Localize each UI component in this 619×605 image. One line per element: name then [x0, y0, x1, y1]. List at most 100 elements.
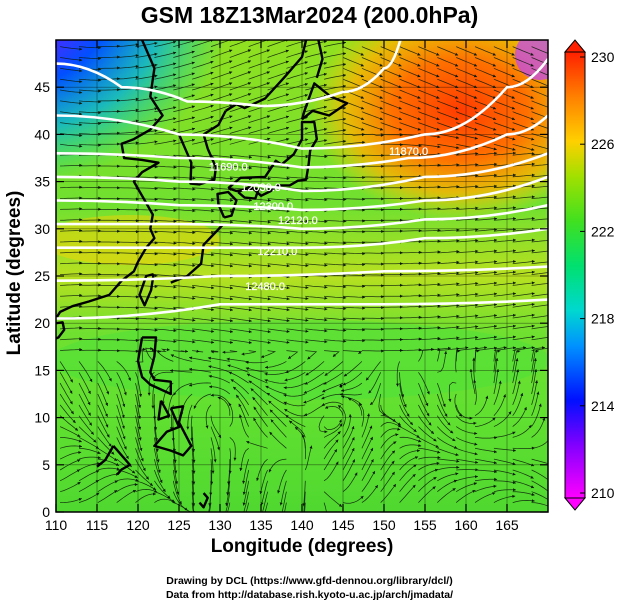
streamline	[324, 74, 347, 80]
streamline	[210, 71, 233, 80]
streamline	[286, 61, 308, 69]
streamline-arrowhead	[531, 303, 535, 306]
streamline	[380, 89, 402, 99]
streamline	[358, 402, 365, 427]
streamline-arrowhead	[531, 147, 535, 151]
streamline-arrowhead	[536, 391, 540, 395]
streamline	[437, 272, 460, 275]
streamline-arrowhead	[105, 424, 109, 428]
streamline	[209, 502, 212, 512]
streamline	[303, 393, 325, 404]
streamline	[210, 104, 233, 113]
streamline	[418, 305, 441, 308]
streamline-arrowhead	[531, 173, 535, 177]
streamline	[437, 283, 460, 286]
streamline	[191, 50, 214, 58]
streamline	[399, 444, 422, 449]
streamline-arrowhead	[494, 260, 498, 264]
streamline-arrowhead	[77, 482, 81, 485]
streamline-arrowhead	[455, 95, 459, 99]
streamline	[210, 138, 233, 145]
streamline-arrowhead	[516, 369, 520, 373]
streamline-arrowhead	[280, 524, 283, 527]
streamline	[342, 437, 355, 460]
streamline	[437, 57, 459, 67]
streamline-arrowhead	[230, 308, 233, 312]
streamline	[531, 164, 548, 167]
streamline	[78, 78, 102, 81]
streamline	[210, 459, 213, 485]
streamline	[493, 196, 517, 199]
streamline	[474, 261, 498, 265]
streamline	[493, 336, 516, 341]
streamline	[418, 382, 429, 407]
streamline	[493, 303, 516, 308]
streamline-arrowhead	[135, 97, 139, 101]
streamline-arrowhead	[267, 187, 271, 191]
streamline-arrowhead	[211, 297, 215, 301]
streamline-arrowhead	[192, 318, 196, 322]
streamline-arrowhead	[192, 329, 196, 333]
streamline-arrowhead	[247, 60, 251, 64]
streamline-arrowhead	[222, 350, 226, 354]
streamline-arrowhead	[173, 340, 177, 343]
streamline	[323, 491, 343, 508]
streamline	[341, 396, 363, 406]
streamline-arrowhead	[517, 380, 521, 384]
streamline-arrowhead	[79, 58, 83, 62]
streamline-arrowhead	[285, 415, 289, 418]
streamline	[304, 371, 325, 385]
streamline	[228, 402, 234, 427]
streamline	[342, 67, 364, 78]
streamline	[436, 382, 446, 408]
grid-lines	[56, 40, 548, 512]
streamline-arrowhead	[433, 438, 437, 442]
streamline	[229, 263, 252, 267]
streamline	[361, 89, 383, 99]
streamline	[342, 306, 366, 309]
streamline	[323, 448, 338, 471]
streamline	[78, 415, 95, 435]
streamline	[135, 165, 158, 168]
streamline	[493, 250, 516, 254]
streamline-arrowhead	[211, 187, 215, 191]
streamline-arrowhead	[549, 74, 552, 77]
streamline	[418, 447, 441, 454]
streamline-arrowhead	[230, 319, 233, 323]
streamline	[78, 361, 93, 383]
streamline	[191, 93, 214, 102]
streamline	[324, 361, 344, 377]
streamline-arrowhead	[549, 96, 552, 99]
streamline-arrowhead	[132, 490, 136, 493]
streamline	[145, 347, 155, 362]
streamline-arrowhead	[230, 264, 233, 268]
streamline	[474, 174, 498, 178]
streamline-arrowhead	[242, 491, 246, 495]
streamline-arrowhead	[89, 422, 92, 426]
streamline-arrowhead	[456, 325, 460, 329]
streamline	[512, 350, 521, 373]
streamline	[380, 46, 402, 56]
streamline	[230, 379, 249, 395]
streamline-arrowhead	[428, 422, 432, 426]
streamline	[116, 263, 139, 265]
streamline-arrowhead	[230, 297, 233, 301]
streamline	[324, 154, 347, 157]
coastline	[315, 40, 324, 79]
streamline-arrowhead	[267, 286, 271, 290]
streamline-arrowhead	[324, 263, 328, 267]
streamline-arrowhead	[209, 492, 213, 496]
streamline-arrowhead	[192, 220, 196, 224]
streamline-arrowhead	[398, 63, 402, 67]
streamline-arrowhead	[417, 449, 420, 453]
contour-labels: 11690.012030.012300.012120.012210.012480…	[209, 146, 429, 293]
credit-data: Data from http://database.rish.kyoto-u.a…	[165, 589, 454, 601]
streamline	[437, 426, 456, 442]
streamline-arrowhead	[174, 470, 178, 474]
streamline	[456, 476, 478, 482]
streamline	[342, 241, 366, 244]
colorbar-bottom-arrow	[563, 497, 587, 511]
streamline	[135, 317, 158, 320]
streamline	[286, 94, 309, 102]
